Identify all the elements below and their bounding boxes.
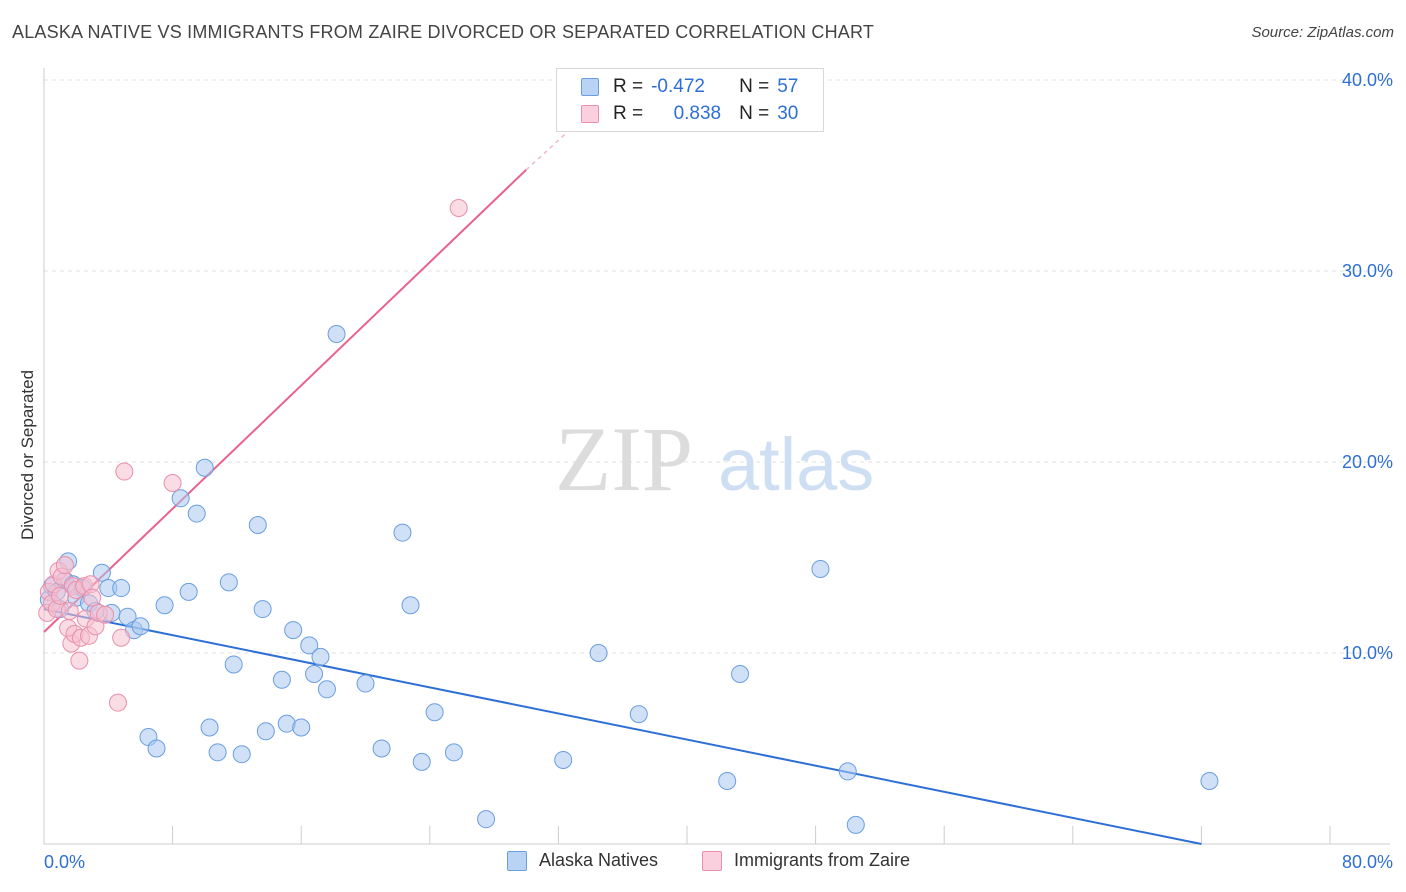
y-tick-label: 30.0%: [1342, 261, 1393, 281]
point-zaire: [96, 605, 115, 624]
point-alaska: [171, 489, 190, 508]
point-zaire: [55, 556, 74, 575]
point-alaska: [317, 680, 336, 699]
point-alaska: [208, 743, 227, 762]
legend-row-alaska: R = -0.472 N = 57: [581, 75, 798, 99]
x-tick-label-min: 0.0%: [44, 852, 86, 872]
point-zaire: [60, 601, 79, 620]
point-alaska: [248, 516, 267, 535]
point-alaska: [372, 739, 391, 758]
r-label: R =: [613, 76, 644, 97]
point-zaire: [70, 651, 89, 670]
point-alaska: [155, 596, 174, 615]
source-label: Source: ZipAtlas.com: [1251, 24, 1394, 41]
point-alaska: [1200, 771, 1219, 790]
point-alaska: [327, 325, 346, 344]
point-alaska: [811, 559, 830, 578]
point-alaska: [718, 771, 737, 790]
n-label: N =: [739, 76, 770, 97]
grid-layer: [44, 79, 1390, 654]
point-alaska: [846, 815, 865, 834]
point-zaire: [115, 462, 134, 481]
point-zaire: [449, 198, 468, 217]
series-name-zaire: Immigrants from Zaire: [734, 850, 911, 870]
watermark-atlas: atlas: [718, 423, 874, 506]
point-alaska: [731, 665, 750, 684]
point-zaire: [108, 693, 127, 712]
x-tick-label-max: 80.0%: [1341, 852, 1393, 872]
series-swatch-blue: [507, 850, 527, 871]
legend-swatch-pink: [581, 105, 599, 123]
y-tick-label: 20.0%: [1342, 452, 1393, 472]
point-alaska: [232, 745, 251, 764]
point-alaska: [224, 655, 243, 674]
point-zaire: [163, 474, 182, 493]
point-alaska: [444, 743, 463, 762]
series-legend: Alaska Natives Immigrants from Zaire: [0, 850, 1406, 878]
point-alaska: [589, 644, 608, 662]
point-alaska: [356, 674, 375, 693]
chart-title: ALASKA NATIVE VS IMMIGRANTS FROM ZAIRE D…: [12, 22, 875, 42]
point-alaska: [200, 718, 219, 737]
point-alaska: [292, 718, 311, 737]
y-tick-labels: 10.0% 20.0% 30.0% 40.0%: [1342, 70, 1393, 663]
axis-layer: [43, 68, 1390, 845]
series-name-alaska: Alaska Natives: [539, 850, 659, 870]
watermark-zip: ZIP: [555, 408, 693, 510]
point-alaska: [253, 600, 272, 619]
point-alaska: [147, 739, 166, 758]
point-alaska: [412, 752, 431, 771]
point-alaska: [300, 636, 319, 655]
n-label: N =: [739, 103, 770, 124]
point-alaska: [187, 504, 206, 523]
point-alaska: [256, 722, 275, 741]
correlation-legend: R = -0.472 N = 57 R = 0.838 N = 30: [556, 68, 824, 132]
point-layer: [38, 198, 1219, 834]
point-alaska: [477, 810, 496, 829]
r-value: -0.472: [651, 76, 705, 97]
series-legend-item-zaire: Immigrants from Zaire: [702, 850, 910, 871]
trend-line-zaire: [43, 169, 527, 633]
trend-layer: [43, 117, 1202, 845]
point-zaire: [51, 586, 70, 605]
point-alaska: [284, 621, 303, 640]
point-alaska: [401, 596, 420, 615]
r-value: 0.838: [673, 103, 722, 124]
series-swatch-pink: [702, 850, 722, 871]
point-alaska: [554, 750, 573, 769]
legend-row-zaire: R = 0.838 N = 30: [581, 102, 798, 126]
series-legend-item-alaska: Alaska Natives: [507, 850, 658, 871]
point-alaska: [131, 617, 150, 636]
point-zaire: [83, 588, 102, 607]
y-tick-label: 10.0%: [1342, 643, 1393, 663]
n-value: 30: [777, 103, 799, 124]
point-alaska: [629, 705, 648, 724]
point-alaska: [305, 665, 324, 684]
point-alaska: [838, 762, 857, 781]
r-label: R =: [613, 103, 644, 124]
n-value: 57: [777, 76, 799, 97]
point-alaska: [195, 458, 214, 477]
point-alaska: [112, 579, 131, 598]
y-tick-label: 40.0%: [1342, 70, 1393, 90]
point-alaska: [272, 670, 291, 689]
point-alaska: [311, 647, 330, 666]
point-alaska: [219, 573, 238, 592]
point-alaska: [425, 703, 444, 722]
point-alaska: [393, 523, 412, 542]
legend-swatch-blue: [581, 78, 599, 96]
point-alaska: [179, 582, 198, 601]
trend-line-alaska: [43, 608, 1202, 845]
point-zaire: [112, 628, 131, 647]
watermark: ZIP atlas: [555, 408, 874, 510]
point-alaska: [92, 563, 111, 582]
